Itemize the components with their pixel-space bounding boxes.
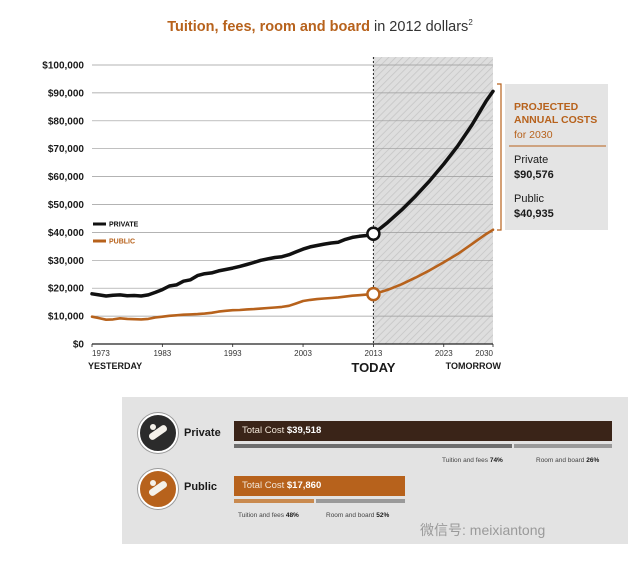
- y-tick-label: $50,000: [48, 200, 85, 211]
- y-tick-label: $60,000: [48, 172, 85, 183]
- projection-heading-1: PROJECTED: [514, 101, 579, 113]
- projection-subheading: for 2030: [514, 129, 553, 141]
- series-line-public: [90, 228, 495, 322]
- public-room-label: Room and board 52%: [326, 512, 390, 519]
- public-total-bar: Total Cost $17,860: [234, 476, 405, 496]
- x-tick-label: 2030: [475, 349, 493, 358]
- y-tick-label: $40,000: [48, 228, 85, 239]
- public-cost-prefix: Total Cost: [242, 480, 285, 491]
- today-marker-public: [366, 286, 381, 302]
- private-tuition-label: Tuition and fees 74%: [442, 457, 503, 464]
- x-tick-label: 2013: [365, 349, 383, 358]
- watermark: 微信号: meixiantong: [420, 522, 546, 538]
- today-marker-private: [366, 226, 381, 241]
- y-tick-label: $20,000: [48, 284, 85, 295]
- projection-bracket: [497, 83, 502, 231]
- diploma-icon: [138, 413, 178, 453]
- title-main: Tuition, fees, room and board: [167, 18, 370, 35]
- projection-private-value: $90,576: [514, 169, 554, 181]
- private-tuition-segment: [234, 444, 512, 448]
- y-tick-label: $100,000: [42, 61, 84, 72]
- projection-heading-2: ANNUAL COSTS: [514, 114, 597, 126]
- tomorrow-label: TOMORROW: [446, 361, 502, 371]
- y-tick-label: $30,000: [48, 256, 85, 267]
- private-label: Private: [184, 427, 221, 439]
- private-room-segment: [513, 444, 612, 448]
- projection-box: [505, 84, 608, 230]
- x-tick-label: 1973: [92, 349, 110, 358]
- private-cost-value: $39,518: [286, 425, 322, 436]
- legend-label-public: PUBLIC: [109, 239, 135, 246]
- public-tuition-segment: [234, 499, 314, 503]
- total-cost-panel: Private Total Cost $39,518 Tuition and f…: [122, 397, 628, 544]
- public-split-bar: [234, 499, 405, 503]
- projection-public-value: $40,935: [514, 208, 554, 220]
- y-tick-label: $80,000: [48, 116, 85, 127]
- y-tick-label: $0: [73, 340, 85, 351]
- chart-title: Tuition, fees, room and board in 2012 do…: [0, 18, 640, 35]
- series-line-private: [90, 89, 495, 298]
- y-tick-label: $70,000: [48, 144, 85, 155]
- y-tick-label: $10,000: [48, 312, 85, 323]
- diploma-icon: [138, 469, 178, 509]
- x-tick-label: 2023: [435, 349, 453, 358]
- yesterday-label: YESTERDAY: [88, 361, 142, 371]
- private-split-bar: [234, 444, 612, 448]
- title-rest: in 2012 dollars: [369, 18, 469, 35]
- x-tick-label: 1993: [224, 349, 242, 358]
- today-label: TODAY: [351, 360, 395, 375]
- line-chart: $0 $10,000 $20,000 $30,000 $40,000 $50,000 $60…: [42, 57, 608, 375]
- public-room-segment: [316, 499, 405, 503]
- legend-label-private: PRIVATE: [109, 222, 139, 229]
- y-tick-label: $90,000: [48, 88, 85, 99]
- x-tick-label: 1983: [153, 349, 171, 358]
- projection-shading: [373, 57, 493, 344]
- private-room-label: Room and board 26%: [536, 457, 600, 464]
- private-cost-prefix: Total Cost: [242, 425, 285, 436]
- public-cost-value: $17,860: [286, 480, 322, 491]
- public-tuition-label: Tuition and fees 48%: [238, 512, 299, 519]
- private-total-bar: Total Cost $39,518: [234, 421, 612, 441]
- x-tick-label: 2003: [294, 349, 312, 358]
- projection-private-label: Private: [514, 154, 548, 166]
- projection-public-label: Public: [514, 193, 544, 205]
- public-label: Public: [184, 481, 218, 493]
- title-footnote: 2: [468, 18, 473, 27]
